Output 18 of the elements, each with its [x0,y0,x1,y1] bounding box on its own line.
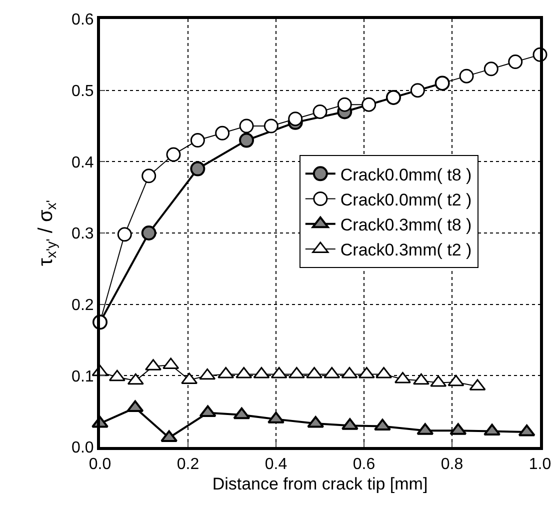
x-axis-title: Distance from crack tip [mm] [212,474,428,494]
y-tick-label: 0.4 [72,154,94,172]
y-tick-label: 0.0 [72,440,94,457]
y-tick-label: 0.2 [72,296,94,314]
legend-label: Crack0.3mm( t8 ) [340,215,472,234]
legend-label: Crack0.0mm( t2 ) [340,190,472,210]
x-tick-label: 0.4 [264,456,288,474]
x-tick-label: 0.2 [176,456,200,474]
x-tick-label: 0.8 [440,456,464,474]
y-tick-label: 0.5 [72,82,94,100]
y-tick-label: 0.3 [72,226,94,243]
x-tick-label: 0.0 [88,456,112,474]
legend-label: Crack0.3mm( t2 ) [340,240,472,260]
y-tick-label: 0.1 [72,368,94,386]
legend-label: Crack0.0mm( t8 ) [340,165,472,184]
y-tick-label: 0.6 [72,12,94,29]
x-tick-label: 1.0 [528,456,552,474]
x-tick-label: 0.6 [352,456,376,474]
